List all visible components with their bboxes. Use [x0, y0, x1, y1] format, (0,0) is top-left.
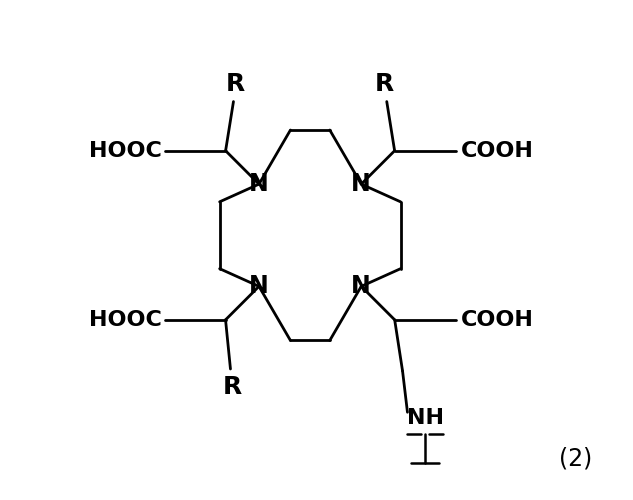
Text: N: N	[351, 172, 371, 196]
Text: N: N	[249, 172, 269, 196]
Text: R: R	[223, 374, 242, 398]
Text: COOH: COOH	[460, 140, 534, 160]
Text: N: N	[249, 274, 269, 298]
Text: R: R	[375, 72, 394, 96]
Text: (2): (2)	[559, 446, 592, 470]
Text: NH: NH	[406, 408, 444, 428]
Text: HOOC: HOOC	[89, 310, 161, 330]
Text: N: N	[351, 274, 371, 298]
Text: R: R	[226, 72, 245, 96]
Text: HOOC: HOOC	[89, 140, 162, 160]
Text: COOH: COOH	[460, 310, 534, 330]
